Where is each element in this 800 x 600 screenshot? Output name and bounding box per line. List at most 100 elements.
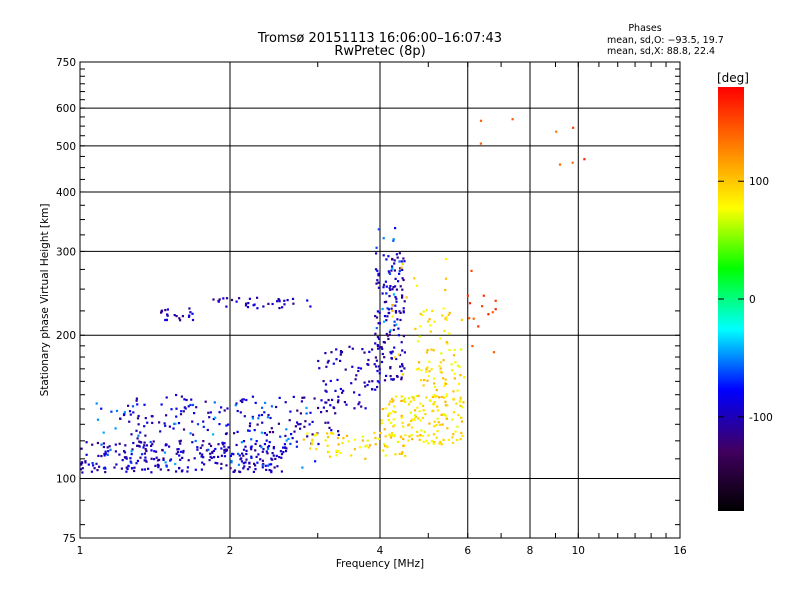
data-point xyxy=(165,465,168,468)
data-point xyxy=(440,413,443,416)
data-point xyxy=(431,395,434,399)
data-point xyxy=(435,395,438,398)
data-point xyxy=(401,288,404,291)
data-point xyxy=(414,409,417,412)
data-point xyxy=(156,459,160,462)
data-point xyxy=(208,442,211,445)
data-point xyxy=(388,403,391,406)
data-point xyxy=(402,444,405,447)
data-point xyxy=(385,292,388,295)
data-point xyxy=(96,469,99,472)
data-point xyxy=(144,448,147,451)
data-point xyxy=(221,443,225,446)
data-point xyxy=(403,397,406,400)
data-point xyxy=(186,466,189,469)
data-point xyxy=(125,466,128,469)
data-point xyxy=(177,422,181,425)
data-point xyxy=(402,307,405,310)
data-point xyxy=(196,423,200,426)
x-tick-labels: 1 2 4 6 8 10 16 xyxy=(77,545,687,557)
data-point xyxy=(425,370,428,374)
data-point xyxy=(395,253,398,256)
data-point xyxy=(417,394,420,397)
data-point xyxy=(119,417,122,420)
data-point xyxy=(414,327,417,330)
data-point xyxy=(396,375,399,378)
data-point xyxy=(104,471,107,474)
data-point xyxy=(402,425,405,428)
data-point xyxy=(364,445,367,448)
data-point xyxy=(438,396,441,399)
data-point xyxy=(106,446,109,449)
data-point xyxy=(350,454,353,457)
data-point xyxy=(127,404,130,407)
data-point xyxy=(191,312,194,315)
data-point xyxy=(187,405,190,408)
data-point xyxy=(385,374,388,377)
data-point xyxy=(427,442,430,445)
data-point xyxy=(392,418,395,421)
data-point xyxy=(143,444,146,447)
x-tick-label: 8 xyxy=(527,545,534,557)
data-point xyxy=(300,400,303,403)
data-point xyxy=(157,464,160,467)
data-point xyxy=(303,396,306,399)
data-point xyxy=(126,467,129,471)
data-point xyxy=(84,461,87,464)
data-point xyxy=(339,451,342,455)
data-point xyxy=(206,428,209,432)
data-point xyxy=(242,398,245,401)
data-point xyxy=(359,367,363,370)
data-point xyxy=(261,466,264,469)
data-point xyxy=(107,450,110,453)
data-point xyxy=(193,457,196,460)
data-point xyxy=(387,412,390,415)
data-point xyxy=(218,423,221,426)
data-point xyxy=(460,431,463,434)
data-point xyxy=(432,433,436,436)
data-point xyxy=(383,301,386,304)
data-point xyxy=(264,464,267,467)
data-point xyxy=(374,443,377,446)
data-point xyxy=(357,403,360,406)
data-point xyxy=(443,329,446,332)
data-point xyxy=(225,305,228,308)
data-point xyxy=(235,402,238,405)
data-point xyxy=(572,126,575,129)
data-point xyxy=(416,430,419,433)
data-point xyxy=(229,454,232,457)
data-point xyxy=(278,299,281,302)
data-point xyxy=(335,450,338,453)
data-point xyxy=(494,299,497,302)
data-point xyxy=(276,465,279,468)
data-point xyxy=(396,440,399,443)
data-point xyxy=(143,441,146,444)
data-point xyxy=(243,415,246,418)
data-point xyxy=(433,320,436,323)
data-point xyxy=(154,464,157,467)
data-point xyxy=(251,415,254,418)
data-point xyxy=(271,431,275,434)
data-point xyxy=(205,449,208,452)
data-point xyxy=(179,439,182,442)
data-point xyxy=(170,408,173,411)
data-point xyxy=(427,374,430,378)
data-point xyxy=(218,411,221,414)
data-point xyxy=(364,457,367,460)
data-point xyxy=(477,325,480,328)
data-point xyxy=(102,467,106,470)
data-point xyxy=(324,383,328,386)
data-point xyxy=(244,445,247,448)
data-point xyxy=(422,440,425,443)
data-point xyxy=(383,341,386,344)
data-point xyxy=(212,298,215,301)
data-point xyxy=(432,377,436,380)
y-tick-label: 75 xyxy=(63,533,76,545)
data-point xyxy=(394,453,397,456)
data-point xyxy=(267,302,270,305)
data-point xyxy=(400,378,403,381)
data-point xyxy=(137,414,140,418)
data-point xyxy=(172,427,175,430)
data-point xyxy=(278,307,281,310)
data-point xyxy=(358,446,362,449)
